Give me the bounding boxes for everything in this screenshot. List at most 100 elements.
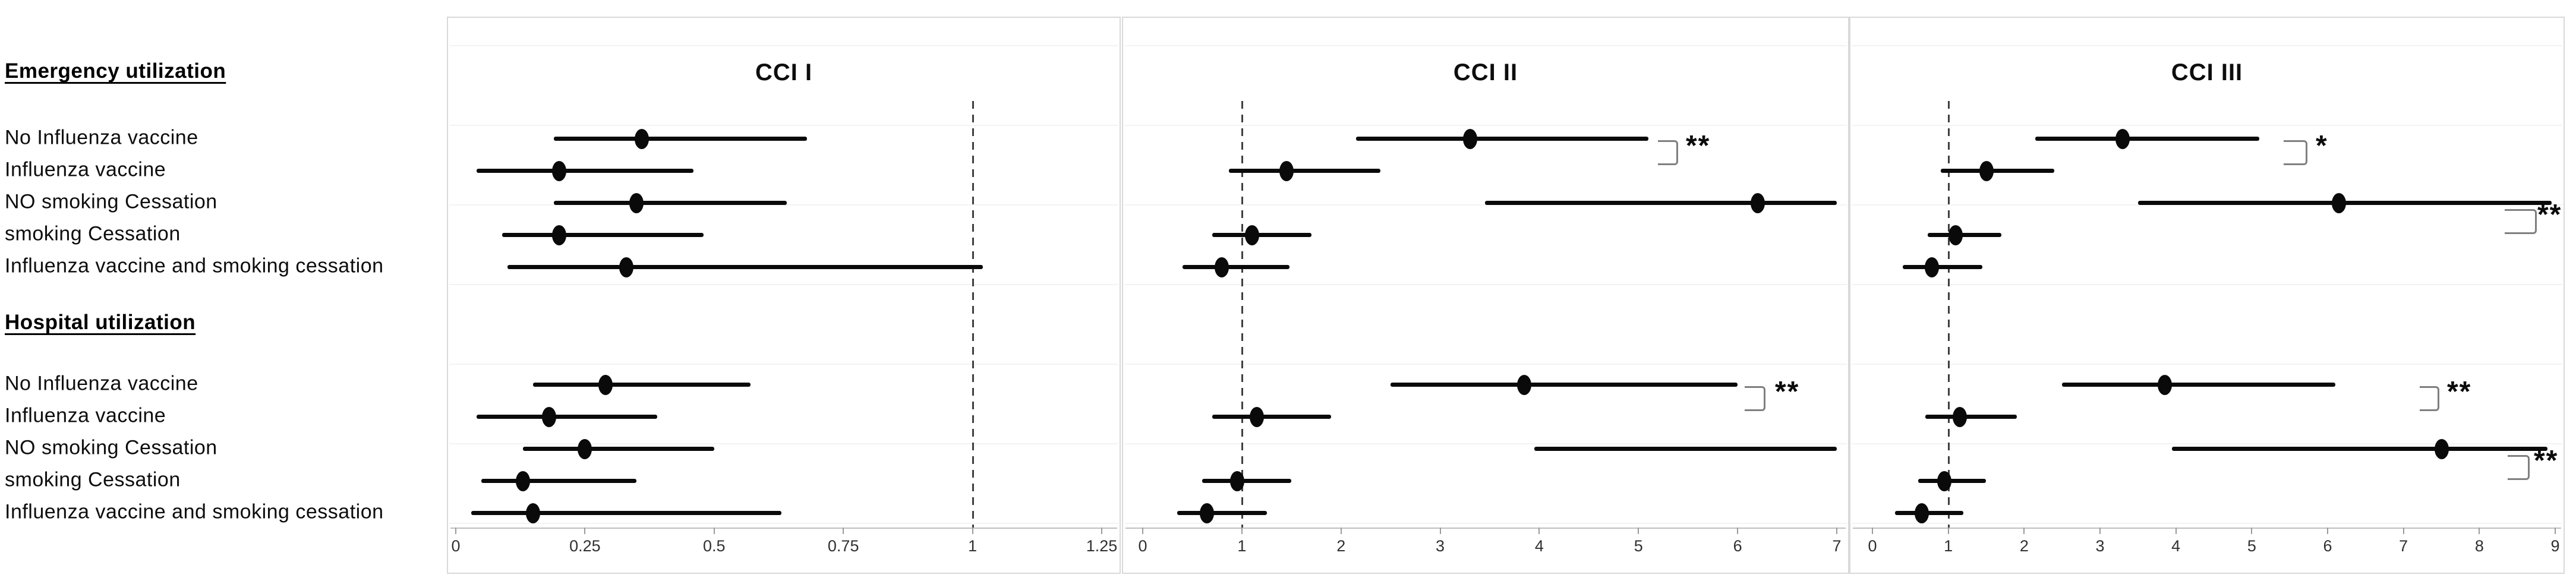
x-axis-tick-label: 1.25 xyxy=(1086,537,1118,555)
gridline xyxy=(449,284,1118,285)
confidence-interval-line xyxy=(1484,201,1837,205)
panel-cci-ii: CCI II 0 1 2 3 4 5 6 7 ** ** xyxy=(1122,17,1849,574)
point-estimate-dot xyxy=(619,257,633,277)
significance-marker: ** xyxy=(2534,445,2559,476)
x-axis-tick xyxy=(2023,528,2025,534)
confidence-interval-line xyxy=(476,169,693,173)
panel-cci-iii: CCI III 0 1 2 3 4 5 6 7 8 9 * ** ** ** xyxy=(1849,17,2565,574)
confidence-interval-line xyxy=(1355,137,1648,141)
x-axis-tick xyxy=(2402,528,2404,534)
confidence-interval-line xyxy=(1903,265,1983,269)
gridline xyxy=(1852,204,2562,206)
confidence-interval-line xyxy=(1534,447,1837,451)
gridline xyxy=(1124,364,1847,365)
x-axis-tick-label: 3 xyxy=(2095,537,2105,555)
row-label: No Influenza vaccine xyxy=(5,372,198,395)
point-estimate-dot xyxy=(578,439,592,459)
x-axis-tick xyxy=(2099,528,2101,534)
gridline xyxy=(1852,523,2562,524)
confidence-interval-line xyxy=(2062,383,2335,387)
x-axis-tick xyxy=(2479,528,2480,534)
point-estimate-dot xyxy=(1249,407,1264,427)
point-estimate-dot xyxy=(551,225,566,245)
gridline xyxy=(449,204,1118,206)
confidence-interval-line xyxy=(502,233,704,237)
x-axis-tick xyxy=(455,528,456,534)
significance-marker: ** xyxy=(1686,130,1711,162)
significance-marker: ** xyxy=(2537,199,2562,230)
row-label: NO smoking Cessation xyxy=(5,190,217,213)
x-axis-tick xyxy=(1340,528,1342,534)
gridline xyxy=(449,45,1118,46)
panel-cci-i: CCI I 0 0.25 0.5 0.75 1 1.25 xyxy=(447,17,1121,574)
reference-line xyxy=(1947,101,1950,528)
x-axis-tick-label: 0 xyxy=(451,537,461,555)
confidence-interval-line xyxy=(554,201,787,205)
x-axis-line xyxy=(1853,528,2561,529)
point-estimate-dot xyxy=(635,129,649,149)
gridline xyxy=(1124,204,1847,206)
x-axis-tick-label: 0.75 xyxy=(827,537,859,555)
row-label: Influenza vaccine xyxy=(5,404,166,427)
gridline xyxy=(1852,125,2562,126)
confidence-interval-line xyxy=(1212,415,1332,419)
point-estimate-dot xyxy=(1952,407,1967,427)
x-axis-line xyxy=(450,528,1117,529)
point-estimate-dot xyxy=(2332,193,2347,213)
point-estimate-dot xyxy=(598,375,613,395)
point-estimate-dot xyxy=(1279,161,1294,181)
gridline xyxy=(1124,125,1847,126)
confidence-interval-line xyxy=(1391,383,1738,387)
x-axis-tick-label: 3 xyxy=(1436,537,1445,555)
x-axis-tick xyxy=(2251,528,2253,534)
point-estimate-dot xyxy=(1462,129,1477,149)
point-estimate-dot xyxy=(1244,225,1259,245)
significance-marker: ** xyxy=(2447,376,2472,408)
x-axis-tick-label: 0.5 xyxy=(703,537,726,555)
x-axis-tick-label: 0 xyxy=(1868,537,1877,555)
x-axis-tick xyxy=(1538,528,1540,534)
gridline xyxy=(449,364,1118,365)
gridline xyxy=(449,443,1118,444)
x-axis-tick-label: 0 xyxy=(1138,537,1147,555)
section-header-hospital: Hospital utilization xyxy=(5,311,196,334)
point-estimate-dot xyxy=(1750,193,1765,213)
x-axis-tick xyxy=(1737,528,1739,534)
reference-line xyxy=(972,101,974,528)
x-axis-tick-label: 7 xyxy=(1832,537,1842,555)
x-axis-tick-label: 9 xyxy=(2550,537,2560,555)
row-label: NO smoking Cessation xyxy=(5,436,217,459)
row-label: No Influenza vaccine xyxy=(5,126,198,149)
x-axis-tick-label: 6 xyxy=(2323,537,2332,555)
x-axis-tick-label: 4 xyxy=(1534,537,1544,555)
x-axis-tick-label: 0.25 xyxy=(569,537,601,555)
x-axis-tick-label: 4 xyxy=(2171,537,2181,555)
gridline xyxy=(1124,284,1847,285)
x-axis-tick-label: 5 xyxy=(1634,537,1643,555)
point-estimate-dot xyxy=(1979,161,1994,181)
gridline xyxy=(1852,364,2562,365)
gridline xyxy=(1124,523,1847,524)
point-estimate-dot xyxy=(1924,257,1939,277)
significance-marker: ** xyxy=(1775,376,1800,408)
confidence-interval-line xyxy=(1177,511,1267,515)
gridline xyxy=(449,523,1118,524)
x-axis-tick xyxy=(2555,528,2556,534)
confidence-interval-line xyxy=(1895,511,1964,515)
confidence-interval-line xyxy=(554,137,808,141)
point-estimate-dot xyxy=(2157,375,2172,395)
x-axis-tick xyxy=(584,528,586,534)
x-axis-tick xyxy=(2175,528,2177,534)
point-estimate-dot xyxy=(2434,439,2449,459)
row-label: Influenza vaccine and smoking cessation xyxy=(5,500,384,523)
x-axis-tick-label: 1 xyxy=(1237,537,1247,555)
gridline xyxy=(1124,45,1847,46)
x-axis-tick xyxy=(1947,528,1949,534)
confidence-interval-line xyxy=(1212,233,1311,237)
gridline xyxy=(1124,443,1847,444)
confidence-interval-line xyxy=(1182,265,1289,269)
gridline xyxy=(1852,45,2562,46)
panel-title: CCI III xyxy=(2171,59,2243,86)
point-estimate-dot xyxy=(1517,375,1532,395)
